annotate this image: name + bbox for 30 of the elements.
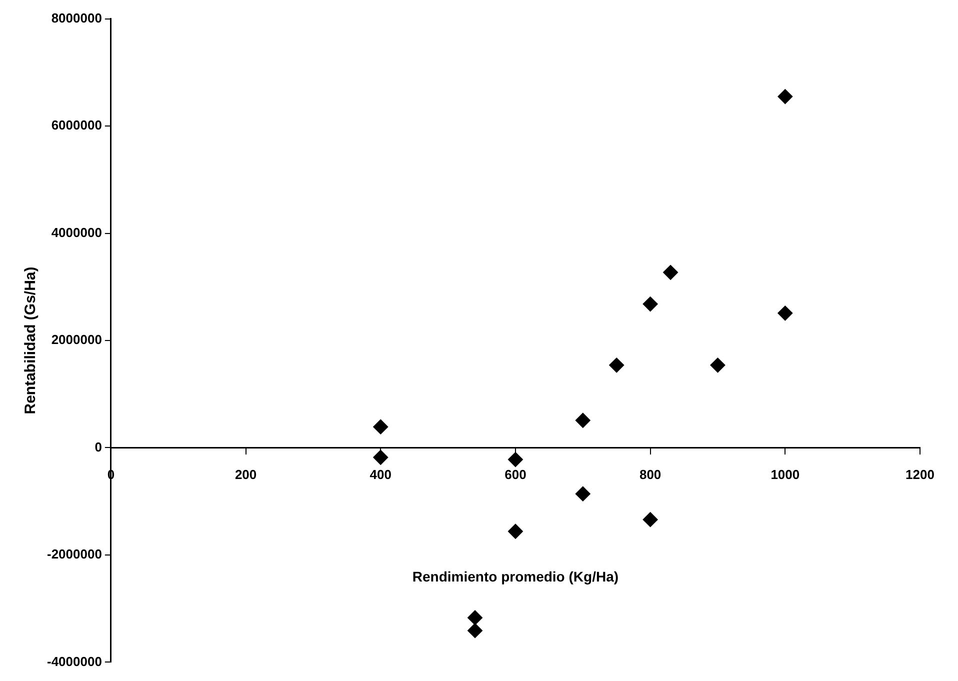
y-tick-label: 8000000 [51, 10, 102, 26]
y-tick-label: 4000000 [51, 224, 102, 240]
y-tick-label: 2000000 [51, 332, 102, 348]
point [642, 512, 658, 528]
y-tick-label: -2000000 [46, 546, 102, 562]
x-tick-label: 400 [370, 467, 392, 482]
x-tick-label: 200 [234, 467, 257, 482]
y-tick-label: 0 [94, 439, 102, 454]
point [575, 486, 590, 502]
x-tick-label: 800 [639, 467, 662, 482]
x-tick-label: 1000 [770, 467, 800, 482]
point [468, 623, 483, 638]
point [468, 610, 483, 626]
point [508, 452, 523, 468]
point [609, 358, 624, 373]
point [642, 296, 658, 312]
point [575, 412, 590, 428]
point [373, 419, 388, 434]
point [373, 450, 388, 465]
x-tick-label: 1200 [906, 467, 934, 482]
y-tick-label: -4000000 [46, 654, 102, 669]
point [710, 358, 726, 373]
point [778, 306, 793, 321]
x-axis-title: Rendimiento promedio (Kg/Ha) [412, 568, 619, 585]
point [778, 89, 793, 104]
y-tick-label: 6000000 [51, 118, 102, 133]
x-tick-label: 600 [504, 467, 526, 482]
point [508, 524, 523, 539]
y-axis-title: Rentabilidad (Gs/Ha) [22, 266, 40, 414]
point [663, 264, 678, 280]
